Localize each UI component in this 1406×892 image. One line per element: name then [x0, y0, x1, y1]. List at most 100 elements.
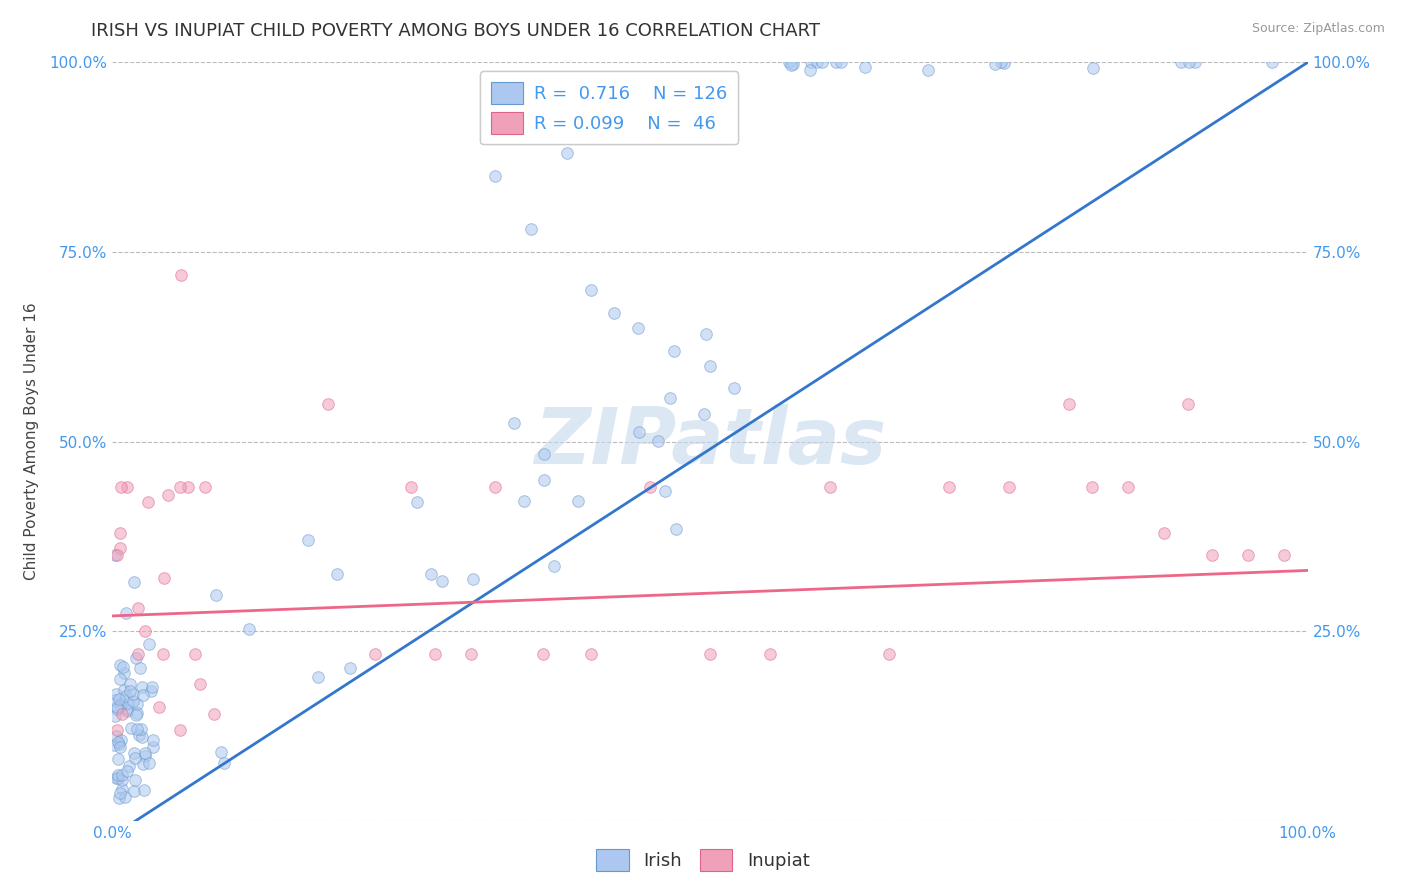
Point [647, 434, 669, 449]
Point [531, 647, 554, 661]
Point [127, 706, 149, 721]
Point [853, 60, 876, 74]
Point [579, 283, 602, 297]
Point [107, 768, 129, 782]
Point [555, 146, 578, 161]
Point [325, 566, 347, 581]
Point [104, 693, 127, 707]
Point [115, 764, 138, 779]
Y-axis label: Child Poverty Among Boys Under 16: Child Poverty Among Boys Under 16 [24, 302, 38, 581]
Point [1184, 55, 1206, 70]
Point [665, 522, 688, 536]
Point [420, 566, 443, 581]
Point [430, 574, 453, 589]
Point [129, 722, 152, 736]
Point [503, 416, 526, 430]
Point [125, 708, 148, 723]
Point [759, 647, 782, 661]
Point [108, 672, 131, 686]
Point [110, 733, 132, 747]
Point [142, 732, 165, 747]
Point [879, 647, 901, 661]
Point [188, 677, 211, 691]
Point [603, 305, 626, 319]
Point [127, 722, 149, 736]
Point [117, 696, 139, 710]
Legend: Irish, Inupiat: Irish, Inupiat [589, 842, 817, 879]
Point [153, 571, 176, 585]
Point [142, 739, 165, 754]
Point [627, 425, 650, 439]
Point [105, 723, 128, 737]
Point [131, 730, 153, 744]
Point [122, 784, 145, 798]
Point [695, 326, 717, 341]
Point [148, 699, 170, 714]
Point [1057, 396, 1080, 410]
Point [132, 756, 155, 771]
Point [1153, 525, 1175, 540]
Point [194, 480, 217, 494]
Point [108, 657, 131, 672]
Point [512, 494, 534, 508]
Point [627, 320, 650, 334]
Point [115, 702, 138, 716]
Point [1083, 61, 1105, 75]
Point [533, 447, 555, 461]
Point [938, 480, 960, 494]
Point [658, 391, 681, 405]
Point [132, 688, 155, 702]
Point [169, 723, 191, 737]
Point [800, 55, 823, 70]
Point [401, 480, 423, 494]
Point [425, 647, 447, 661]
Point [983, 57, 1005, 71]
Point [209, 744, 232, 758]
Point [134, 746, 156, 760]
Point [484, 169, 506, 184]
Point [104, 687, 127, 701]
Point [139, 683, 162, 698]
Point [122, 694, 145, 708]
Point [118, 683, 141, 698]
Point [114, 606, 136, 620]
Point [117, 480, 139, 494]
Point [654, 483, 676, 498]
Point [993, 56, 1015, 70]
Point [104, 771, 127, 785]
Point [699, 647, 721, 661]
Point [699, 359, 721, 373]
Point [177, 480, 200, 494]
Point [157, 487, 180, 501]
Point [108, 525, 131, 540]
Point [799, 62, 821, 77]
Point [664, 343, 686, 358]
Point [127, 647, 149, 661]
Point [107, 692, 129, 706]
Point [806, 55, 828, 70]
Point [110, 696, 132, 710]
Point [134, 624, 156, 639]
Point [297, 533, 319, 547]
Point [1261, 55, 1284, 70]
Point [118, 677, 141, 691]
Point [406, 495, 429, 509]
Point [107, 548, 129, 563]
Point [998, 480, 1021, 494]
Point [108, 541, 131, 555]
Point [184, 647, 207, 661]
Point [141, 681, 163, 695]
Point [107, 752, 129, 766]
Point [579, 647, 602, 661]
Point [778, 55, 800, 70]
Point [117, 704, 139, 718]
Point [364, 647, 387, 661]
Point [990, 55, 1012, 70]
Point [917, 62, 939, 77]
Point [170, 268, 193, 282]
Point [1237, 548, 1260, 563]
Point [111, 767, 134, 781]
Point [1201, 548, 1223, 563]
Point [818, 480, 841, 494]
Point [134, 749, 156, 764]
